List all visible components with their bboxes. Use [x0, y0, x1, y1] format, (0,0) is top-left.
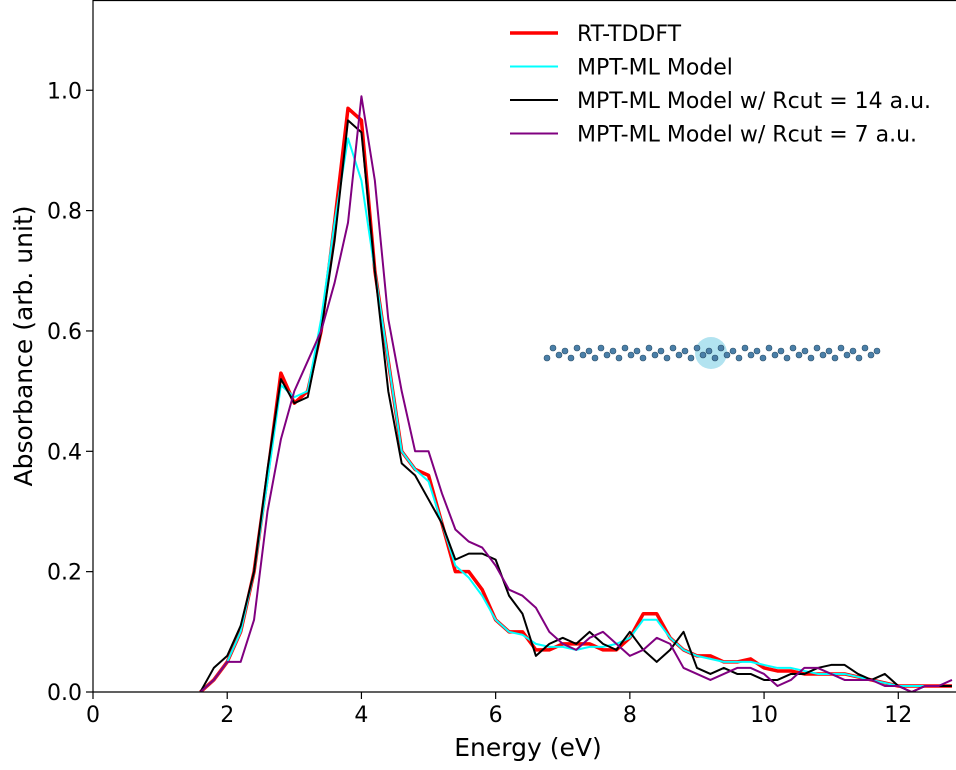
- atom: [705, 347, 713, 355]
- x-tick-label: 10: [750, 703, 778, 728]
- series-line: [199, 119, 952, 692]
- y-tick-label: 1.0: [47, 79, 82, 104]
- atom: [861, 344, 869, 352]
- atom: [573, 344, 581, 352]
- atom: [687, 354, 695, 362]
- series-line: [199, 95, 953, 692]
- atom: [663, 354, 671, 362]
- legend-label: MPT-ML Model w/ Rcut = 14 a.u.: [577, 89, 931, 114]
- atom: [567, 354, 575, 362]
- atom: [771, 351, 779, 359]
- atom: [729, 347, 737, 355]
- atom: [651, 351, 659, 359]
- atom: [819, 351, 827, 359]
- y-tick-label: 0.8: [47, 200, 82, 225]
- series-line: [199, 137, 952, 692]
- x-tick-label: 8: [623, 703, 637, 728]
- molecule-inset: [543, 337, 881, 369]
- atom: [591, 354, 599, 362]
- atom: [549, 344, 557, 352]
- atom: [795, 351, 803, 359]
- atom: [597, 344, 605, 352]
- atom: [753, 347, 761, 355]
- legend-label: RT-TDDFT: [577, 22, 682, 47]
- atom: [807, 354, 815, 362]
- x-tick-label: 2: [220, 703, 234, 728]
- atom: [627, 351, 635, 359]
- atom: [633, 347, 641, 355]
- x-tick-label: 4: [354, 703, 368, 728]
- atom: [717, 344, 725, 352]
- atom: [711, 354, 719, 362]
- atom: [693, 344, 701, 352]
- atom: [561, 347, 569, 355]
- legend-label: MPT-ML Model: [577, 56, 733, 81]
- atom: [843, 351, 851, 359]
- atom: [813, 344, 821, 352]
- atom: [849, 347, 857, 355]
- atom: [669, 344, 677, 352]
- atom: [825, 347, 833, 355]
- atom: [801, 347, 809, 355]
- atom: [603, 351, 611, 359]
- legend-label: MPT-ML Model w/ Rcut = 7 a.u.: [577, 123, 917, 148]
- atom: [747, 351, 755, 359]
- atom: [675, 351, 683, 359]
- atom: [855, 354, 863, 362]
- atom: [657, 347, 665, 355]
- atom: [765, 344, 773, 352]
- atom: [741, 344, 749, 352]
- atom: [735, 354, 743, 362]
- y-axis-label: Absorbance (arb. unit): [9, 206, 38, 487]
- atom: [783, 354, 791, 362]
- atom: [759, 354, 767, 362]
- atom: [555, 351, 563, 359]
- series-line: [199, 106, 952, 692]
- atom: [723, 351, 731, 359]
- atom: [831, 354, 839, 362]
- atom: [777, 347, 785, 355]
- y-tick-label: 0.6: [47, 320, 82, 345]
- atom: [609, 347, 617, 355]
- atom: [867, 351, 875, 359]
- atom: [615, 354, 623, 362]
- atom: [579, 351, 587, 359]
- y-tick-label: 0.0: [47, 681, 82, 706]
- atom: [621, 344, 629, 352]
- atom: [543, 354, 551, 362]
- atom: [639, 354, 647, 362]
- atom: [699, 351, 707, 359]
- atom: [789, 344, 797, 352]
- atom: [681, 347, 689, 355]
- atom: [837, 344, 845, 352]
- x-tick-label: 12: [884, 703, 912, 728]
- y-tick-label: 0.4: [47, 440, 82, 465]
- x-tick-label: 6: [489, 703, 503, 728]
- x-axis-label: Energy (eV): [454, 733, 601, 762]
- atom: [873, 347, 881, 355]
- atom: [585, 347, 593, 355]
- x-tick-label: 0: [86, 703, 100, 728]
- atom: [645, 344, 653, 352]
- y-tick-label: 0.2: [47, 561, 82, 586]
